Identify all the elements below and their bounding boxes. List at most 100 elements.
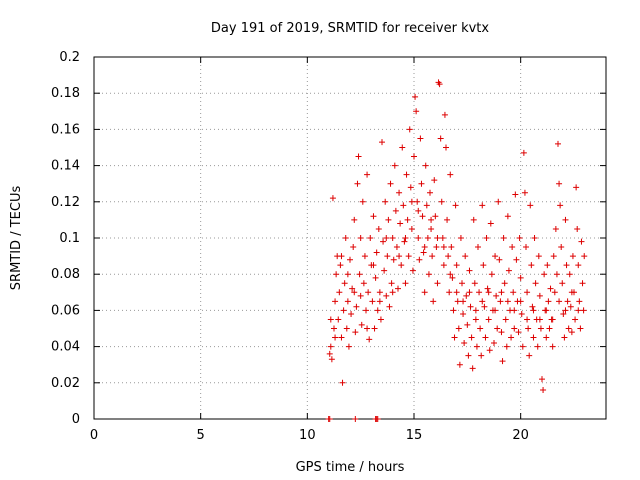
data-point: [517, 274, 524, 281]
data-point: [352, 329, 359, 336]
data-point: [374, 416, 381, 422]
data-point: [357, 235, 364, 241]
data-point: [581, 253, 588, 260]
data-point: [517, 298, 524, 305]
data-point: [421, 289, 428, 296]
data-point: [347, 256, 353, 263]
data-point: [381, 267, 388, 274]
data-point: [415, 235, 422, 241]
data-point: [479, 202, 486, 209]
data-point: [549, 343, 556, 350]
data-point: [383, 235, 390, 241]
data-point: [531, 235, 538, 241]
data-point: [406, 126, 413, 133]
x-tick-label: 0: [90, 428, 98, 443]
data-point: [526, 352, 533, 359]
data-point: [351, 289, 358, 296]
data-point: [525, 325, 532, 332]
data-point: [534, 343, 541, 350]
data-point: [521, 189, 528, 196]
data-point: [510, 289, 517, 296]
y-tick-label: 0.02: [51, 376, 80, 391]
axis-ticks: 0 5 10 15 20 0 0.02 0.04 0.06 0.08 0.1 0.12 0.14 0.16…: [51, 50, 606, 443]
data-point: [416, 256, 423, 263]
data-point: [431, 177, 438, 184]
data-point: [417, 135, 424, 142]
data-point: [535, 253, 542, 260]
data-point: [372, 274, 379, 281]
data-point: [427, 189, 433, 196]
data-point: [432, 213, 439, 220]
data-point: [338, 334, 345, 341]
data-point: [402, 280, 409, 287]
data-point: [387, 180, 394, 187]
data-point: [392, 207, 399, 214]
data-point: [569, 253, 576, 260]
data-point: [364, 325, 371, 332]
data-point: [578, 238, 585, 245]
data-point: [399, 144, 406, 151]
data-point: [549, 316, 556, 323]
data-point: [572, 316, 579, 323]
x-tick-label: 15: [406, 428, 423, 443]
data-point: [557, 202, 564, 209]
y-axis-label: SRMTID / TECUs: [9, 186, 24, 291]
data-point: [468, 334, 475, 341]
data-point: [529, 303, 536, 310]
data-point: [480, 262, 487, 269]
data-point: [385, 216, 392, 223]
data-point: [393, 244, 400, 251]
data-point: [375, 225, 382, 232]
data-point: [476, 289, 483, 296]
data-point: [515, 329, 522, 336]
data-point: [513, 256, 520, 263]
data-point: [365, 289, 372, 296]
data-point: [555, 140, 561, 147]
data-point: [500, 235, 507, 241]
data-point: [377, 316, 384, 323]
data-point: [505, 267, 512, 274]
data-point: [580, 307, 587, 314]
data-point: [543, 334, 550, 341]
data-point: [438, 198, 445, 205]
y-tick-label: 0.1: [59, 231, 80, 246]
y-tick-label: 0.06: [51, 303, 80, 318]
data-point: [389, 235, 396, 241]
data-point: [408, 198, 415, 205]
y-tick-label: 0.12: [51, 195, 80, 210]
data-point: [461, 339, 468, 346]
data-point: [348, 311, 355, 318]
data-point: [424, 235, 431, 241]
data-point: [403, 171, 410, 178]
data-point: [487, 220, 494, 227]
data-point: [355, 153, 362, 160]
data-point: [367, 235, 374, 241]
data-point: [492, 307, 499, 314]
data-point: [429, 253, 436, 260]
data-point: [527, 202, 534, 209]
data-point: [485, 316, 492, 323]
y-tick-label: 0: [72, 412, 80, 427]
data-point: [444, 216, 451, 223]
data-point: [460, 298, 467, 305]
data-point: [360, 280, 367, 287]
data-point: [448, 244, 455, 251]
data-point: [491, 339, 497, 346]
data-point: [366, 336, 373, 343]
data-point: [344, 298, 351, 305]
y-tick-label: 0.16: [51, 122, 80, 137]
data-point: [540, 387, 547, 394]
data-point: [340, 307, 347, 314]
data-point: [440, 262, 447, 269]
data-point: [412, 93, 419, 100]
data-point: [473, 343, 480, 350]
data-point: [341, 280, 348, 287]
data-point: [359, 198, 366, 205]
data-point: [524, 289, 531, 296]
data-point: [504, 213, 511, 220]
data-point: [326, 350, 333, 357]
data-point: [443, 144, 449, 151]
data-point: [452, 202, 459, 209]
data-point: [501, 280, 508, 287]
data-point: [434, 235, 441, 241]
